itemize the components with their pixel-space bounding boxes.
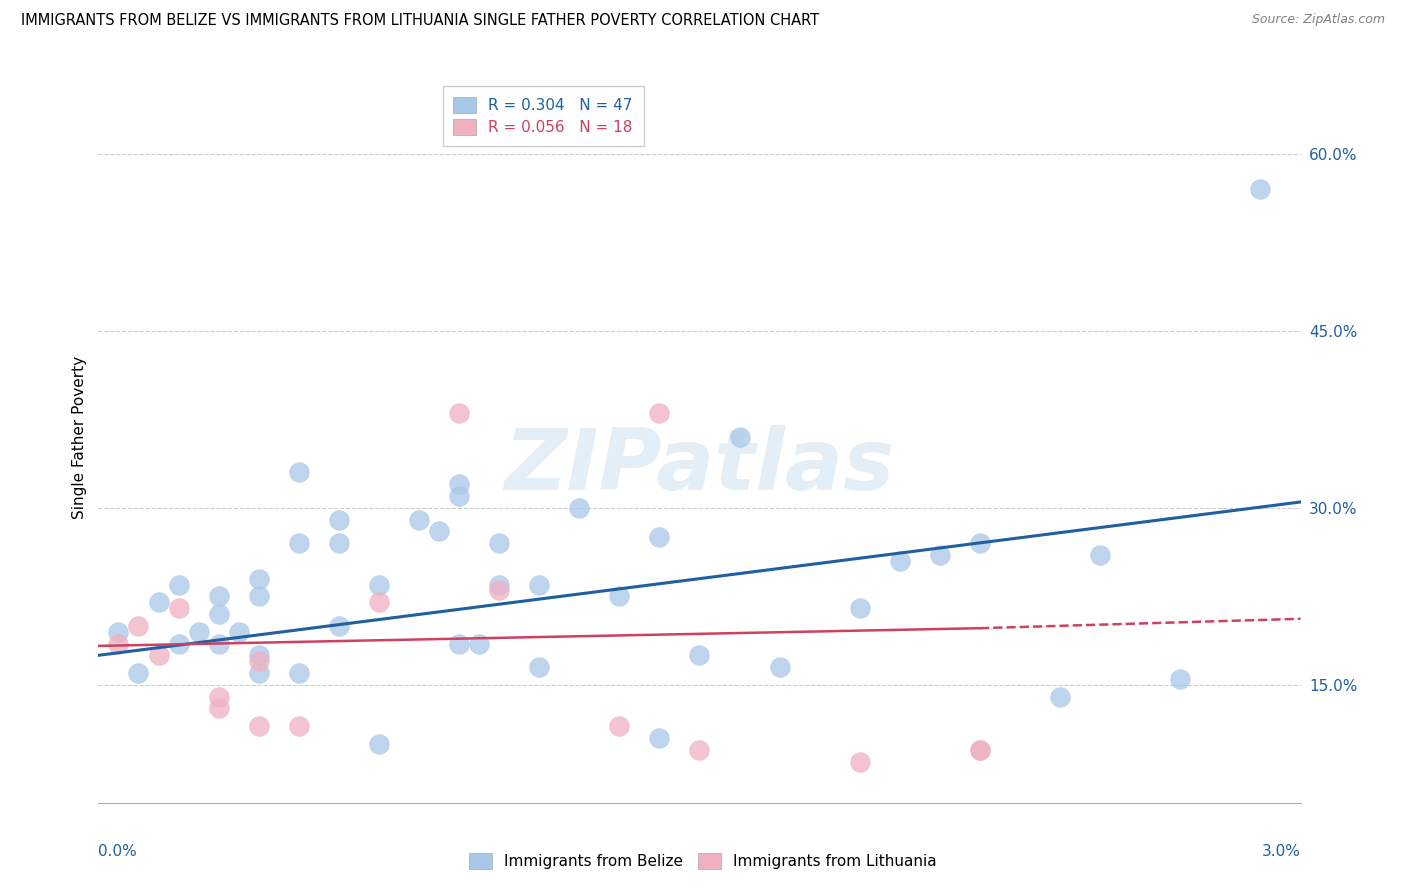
- Point: [288, 666, 311, 681]
- Point: [128, 666, 150, 681]
- Point: [769, 660, 792, 674]
- Point: [648, 731, 671, 745]
- Point: [208, 701, 231, 715]
- Point: [247, 654, 270, 668]
- Point: [328, 619, 350, 633]
- Point: [648, 407, 671, 421]
- Point: [107, 624, 129, 639]
- Point: [1049, 690, 1071, 704]
- Point: [929, 548, 952, 562]
- Point: [247, 590, 270, 604]
- Point: [408, 513, 430, 527]
- Point: [247, 572, 270, 586]
- Point: [247, 719, 270, 733]
- Point: [1250, 182, 1272, 196]
- Point: [889, 554, 911, 568]
- Point: [529, 660, 551, 674]
- Point: [427, 524, 450, 539]
- Point: [447, 407, 470, 421]
- Point: [288, 719, 311, 733]
- Point: [609, 590, 631, 604]
- Point: [288, 536, 311, 550]
- Text: ZIPatlas: ZIPatlas: [505, 425, 894, 508]
- Point: [969, 536, 991, 550]
- Point: [488, 583, 510, 598]
- Point: [328, 513, 350, 527]
- Point: [247, 648, 270, 663]
- Point: [167, 601, 190, 615]
- Point: [368, 577, 391, 591]
- Point: [107, 636, 129, 650]
- Point: [969, 742, 991, 756]
- Text: IMMIGRANTS FROM BELIZE VS IMMIGRANTS FROM LITHUANIA SINGLE FATHER POVERTY CORREL: IMMIGRANTS FROM BELIZE VS IMMIGRANTS FRO…: [21, 13, 820, 29]
- Point: [148, 648, 170, 663]
- Point: [568, 500, 591, 515]
- Point: [728, 430, 751, 444]
- Legend: R = 0.304   N = 47, R = 0.056   N = 18: R = 0.304 N = 47, R = 0.056 N = 18: [443, 87, 644, 145]
- Point: [208, 690, 231, 704]
- Point: [167, 636, 190, 650]
- Point: [148, 595, 170, 609]
- Point: [368, 595, 391, 609]
- Point: [208, 636, 231, 650]
- Point: [488, 577, 510, 591]
- Text: 3.0%: 3.0%: [1261, 844, 1301, 859]
- Point: [447, 489, 470, 503]
- Point: [648, 530, 671, 544]
- Point: [167, 577, 190, 591]
- Point: [187, 624, 209, 639]
- Point: [609, 719, 631, 733]
- Point: [1170, 672, 1192, 686]
- Point: [288, 466, 311, 480]
- Point: [208, 607, 231, 621]
- Point: [208, 590, 231, 604]
- Point: [488, 536, 510, 550]
- Point: [969, 742, 991, 756]
- Point: [1090, 548, 1112, 562]
- Legend: Immigrants from Belize, Immigrants from Lithuania: Immigrants from Belize, Immigrants from …: [463, 847, 943, 875]
- Point: [447, 636, 470, 650]
- Point: [228, 624, 250, 639]
- Y-axis label: Single Father Poverty: Single Father Poverty: [72, 356, 87, 518]
- Point: [447, 477, 470, 491]
- Point: [247, 666, 270, 681]
- Point: [849, 601, 872, 615]
- Point: [689, 648, 711, 663]
- Point: [849, 755, 872, 769]
- Point: [328, 536, 350, 550]
- Text: Source: ZipAtlas.com: Source: ZipAtlas.com: [1251, 13, 1385, 27]
- Point: [468, 636, 491, 650]
- Point: [529, 577, 551, 591]
- Text: 0.0%: 0.0%: [98, 844, 138, 859]
- Point: [689, 742, 711, 756]
- Point: [128, 619, 150, 633]
- Point: [368, 737, 391, 751]
